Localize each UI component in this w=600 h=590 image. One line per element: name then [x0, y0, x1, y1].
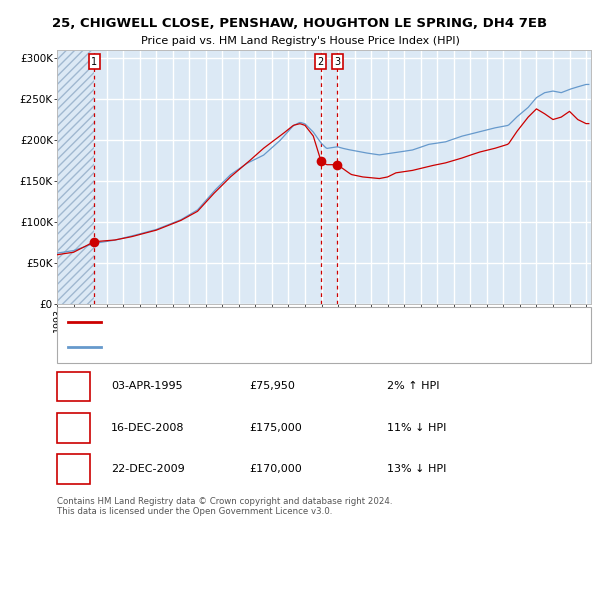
- Text: 3: 3: [70, 464, 77, 474]
- Text: 25, CHIGWELL CLOSE, PENSHAW, HOUGHTON LE SPRING, DH4 7EB: 25, CHIGWELL CLOSE, PENSHAW, HOUGHTON LE…: [52, 17, 548, 30]
- Text: 2: 2: [70, 423, 77, 432]
- Text: 25, CHIGWELL CLOSE, PENSHAW, HOUGHTON LE SPRING, DH4 7EB (detached house): 25, CHIGWELL CLOSE, PENSHAW, HOUGHTON LE…: [108, 317, 526, 327]
- Text: £175,000: £175,000: [249, 423, 302, 432]
- Text: £75,950: £75,950: [249, 382, 295, 391]
- Text: 16-DEC-2008: 16-DEC-2008: [111, 423, 185, 432]
- Text: 22-DEC-2009: 22-DEC-2009: [111, 464, 185, 474]
- Text: 2% ↑ HPI: 2% ↑ HPI: [387, 382, 439, 391]
- Text: 11% ↓ HPI: 11% ↓ HPI: [387, 423, 446, 432]
- Text: Contains HM Land Registry data © Crown copyright and database right 2024.
This d: Contains HM Land Registry data © Crown c…: [57, 497, 392, 516]
- Text: 2: 2: [318, 57, 324, 67]
- Text: 1: 1: [70, 382, 77, 391]
- Text: 13% ↓ HPI: 13% ↓ HPI: [387, 464, 446, 474]
- Text: Price paid vs. HM Land Registry's House Price Index (HPI): Price paid vs. HM Land Registry's House …: [140, 37, 460, 46]
- Text: HPI: Average price, detached house, Sunderland: HPI: Average price, detached house, Sund…: [108, 342, 345, 352]
- Text: 03-APR-1995: 03-APR-1995: [111, 382, 182, 391]
- Text: 3: 3: [334, 57, 340, 67]
- Text: 1: 1: [91, 57, 97, 67]
- Text: £170,000: £170,000: [249, 464, 302, 474]
